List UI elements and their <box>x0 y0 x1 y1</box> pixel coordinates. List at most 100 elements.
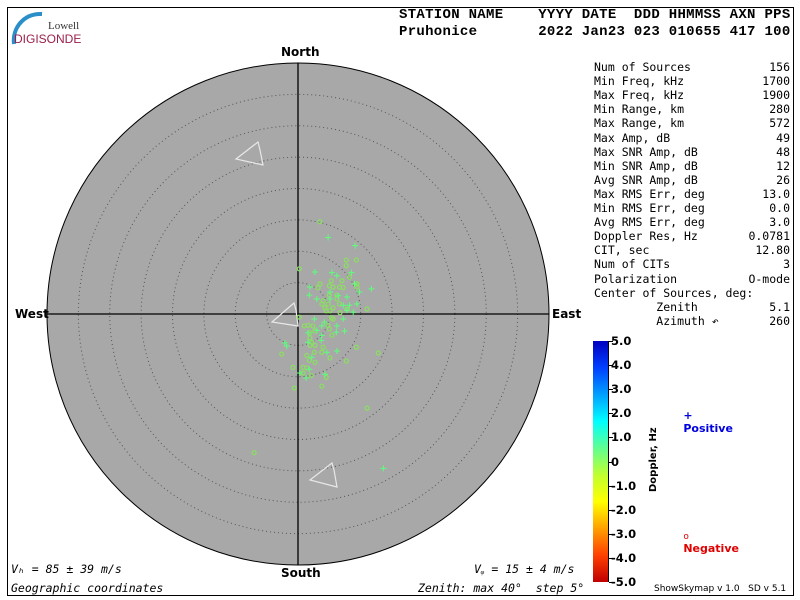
source-point-negative <box>251 450 257 456</box>
source-point-negative <box>337 310 343 316</box>
source-point-negative <box>319 383 325 389</box>
source-point-negative <box>310 323 316 329</box>
stat-value: 5.1 <box>769 299 790 314</box>
stat-value: 13.0 <box>762 186 790 201</box>
colorbar-tick-label: 0 <box>611 454 620 469</box>
stat-label: Min Freq, kHz <box>594 74 685 89</box>
source-point-negative <box>304 352 310 359</box>
source-point-positive <box>333 272 340 279</box>
source-point-negative <box>326 292 332 298</box>
source-point-negative <box>339 278 345 284</box>
stat-value: 26 <box>776 172 790 187</box>
stat-row: Avg SNR Amp, dB 26 <box>594 173 790 187</box>
source-point-negative <box>307 342 313 348</box>
source-point-positive <box>306 292 313 299</box>
source-point-negative <box>346 274 353 280</box>
stat-row: Min Range, km 280 <box>594 102 790 116</box>
stat-label: Min SNR Amp, dB <box>594 158 698 173</box>
stat-row: CIT, sec 12.80 <box>594 243 790 257</box>
source-point-negative <box>290 364 296 370</box>
source-point-positive <box>343 307 350 314</box>
header-labels: STATION NAME YYYY DATE DDD HHMMSS AXN PP… <box>399 7 800 23</box>
colorbar-tick-mark <box>609 365 613 367</box>
stat-row: Doppler Res, Hz 0.0781 <box>594 229 790 243</box>
colorbar-tick-mark <box>609 389 613 391</box>
antenna-marker <box>270 301 299 327</box>
header-values: Pruhonice 2022 Jan23 023 010655 417 100 … <box>399 24 800 40</box>
logo-digisonde: DIGISONDE <box>14 32 82 46</box>
colorbar-tick-mark <box>609 557 613 559</box>
stat-label: Num of Sources <box>594 60 691 74</box>
source-point-negative <box>306 357 312 364</box>
coordinate-system: Geographic coordinates <box>11 581 164 595</box>
colorbar-tick-mark <box>609 461 613 463</box>
source-point-negative <box>296 314 302 320</box>
stat-label: Azimuth ↶ <box>594 313 719 328</box>
source-point-negative <box>315 285 321 291</box>
source-point-negative <box>304 365 310 371</box>
colorbar-tick-mark <box>609 533 613 535</box>
circle-icon: o <box>683 532 689 542</box>
source-point-positive <box>343 294 350 301</box>
stat-row: Max SNR Amp, dB 48 <box>594 145 790 159</box>
source-point-positive <box>356 289 363 296</box>
logo-arc-icon <box>11 12 43 45</box>
source-point-negative <box>343 358 349 364</box>
source-point-negative <box>330 316 336 322</box>
colorbar-tick-mark <box>609 582 613 583</box>
source-point-positive <box>321 319 328 326</box>
colorbar-tick-label: -3.0 <box>611 526 637 541</box>
stat-value: 3 <box>783 257 790 272</box>
stat-row: Num of CITs 3 <box>594 257 790 271</box>
stat-label: CIT, sec <box>594 243 650 258</box>
colorbar-tick-label: 3.0 <box>611 382 632 397</box>
source-point-negative <box>328 278 334 284</box>
source-point-negative <box>354 284 360 290</box>
colorbar-tick-label: -4.0 <box>611 550 637 565</box>
east-label: East <box>552 307 582 321</box>
source-point-positive <box>340 316 347 323</box>
source-point-positive <box>305 339 312 346</box>
source-point-negative <box>330 284 336 290</box>
stat-value: 0.0 <box>769 201 790 215</box>
stat-label: Min Range, km <box>594 102 685 117</box>
source-point-positive <box>303 375 310 382</box>
source-point-negative <box>327 308 333 314</box>
stat-row: Min RMS Err, deg 0.0 <box>594 201 790 215</box>
stat-label: Max SNR Amp, dB <box>594 144 698 159</box>
colorbar-tick-label: 4.0 <box>611 358 632 373</box>
source-point-positive <box>346 302 353 309</box>
source-point-positive <box>333 329 340 336</box>
zenith-scale: Zenith: max 40° step 5° <box>418 581 585 595</box>
source-point-negative <box>336 301 343 307</box>
north-label: North <box>281 45 320 59</box>
colorbar-tick-label: -2.0 <box>611 502 637 517</box>
source-point-positive <box>308 354 315 361</box>
legend-negative-label: Negative <box>683 542 739 555</box>
source-point-negative <box>364 405 370 411</box>
source-point-positive <box>305 329 312 336</box>
source-point-positive <box>306 284 313 291</box>
source-point-positive <box>311 316 318 323</box>
source-point-negative <box>317 219 323 225</box>
colorbar-tick-label: 5.0 <box>611 334 632 348</box>
stat-row: Avg RMS Err, deg 3.0 <box>594 215 790 229</box>
source-point-negative <box>364 306 370 312</box>
legend-positive-label: Positive <box>683 422 733 435</box>
plus-icon: + <box>683 409 693 422</box>
colorbar-tick-mark <box>609 509 613 511</box>
source-point-negative <box>291 385 297 391</box>
logo-lowell: Lowell <box>48 20 80 32</box>
stat-label: Num of CITs <box>594 257 671 272</box>
plot-frame <box>7 7 794 596</box>
colorbar-tick-mark <box>609 341 613 342</box>
source-point-positive <box>313 295 320 302</box>
stat-value: O-mode <box>748 271 790 286</box>
source-point-positive <box>380 465 387 472</box>
source-point-positive <box>350 309 357 316</box>
stat-value: 12.80 <box>755 243 790 258</box>
stat-label: Min RMS Err, deg <box>594 201 705 215</box>
source-point-negative <box>312 359 318 365</box>
stat-row: Min SNR Amp, dB 12 <box>594 159 790 173</box>
stat-row: Max Range, km 572 <box>594 116 790 130</box>
